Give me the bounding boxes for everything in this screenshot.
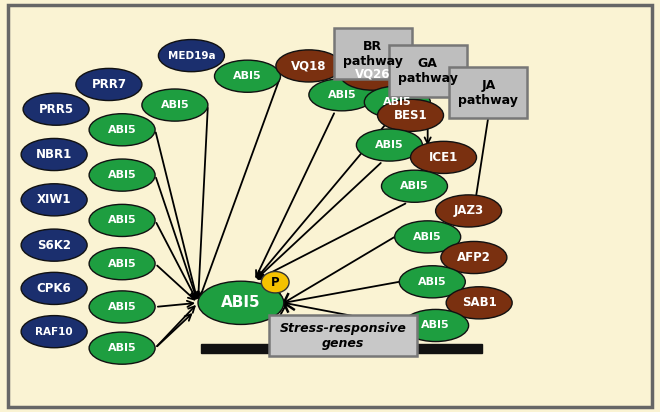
Ellipse shape — [198, 281, 284, 325]
Ellipse shape — [142, 89, 208, 121]
Text: ABI5: ABI5 — [108, 125, 137, 135]
Text: BR
pathway: BR pathway — [343, 40, 403, 68]
FancyBboxPatch shape — [334, 28, 412, 80]
Ellipse shape — [340, 58, 406, 90]
Text: ABI5: ABI5 — [413, 232, 442, 242]
Text: PRR5: PRR5 — [38, 103, 74, 116]
Ellipse shape — [21, 229, 87, 261]
Ellipse shape — [441, 241, 507, 274]
Text: ABI5: ABI5 — [418, 277, 447, 287]
Text: ABI5: ABI5 — [327, 90, 356, 100]
Ellipse shape — [403, 309, 469, 342]
Ellipse shape — [89, 114, 155, 146]
Text: RAF10: RAF10 — [35, 327, 73, 337]
Ellipse shape — [436, 195, 502, 227]
Text: VQ26: VQ26 — [355, 68, 391, 81]
Ellipse shape — [309, 79, 375, 111]
Ellipse shape — [395, 221, 461, 253]
Ellipse shape — [378, 99, 444, 131]
Ellipse shape — [89, 291, 155, 323]
Text: AFP2: AFP2 — [457, 251, 491, 264]
Text: Stress-responsive
genes: Stress-responsive genes — [280, 322, 407, 350]
Ellipse shape — [411, 141, 477, 173]
Text: S6K2: S6K2 — [37, 239, 71, 252]
Text: P: P — [271, 276, 280, 289]
Text: ABI5: ABI5 — [221, 295, 261, 310]
Text: MED19a: MED19a — [168, 51, 215, 61]
Ellipse shape — [261, 272, 289, 293]
Ellipse shape — [364, 86, 430, 118]
Text: JAZ3: JAZ3 — [453, 204, 484, 218]
Text: ABI5: ABI5 — [400, 181, 429, 191]
Ellipse shape — [356, 129, 422, 161]
FancyBboxPatch shape — [389, 45, 467, 97]
Text: VQ18: VQ18 — [291, 59, 327, 73]
Text: CPK6: CPK6 — [37, 282, 71, 295]
Ellipse shape — [276, 50, 342, 82]
Ellipse shape — [89, 204, 155, 236]
Ellipse shape — [89, 332, 155, 364]
FancyBboxPatch shape — [449, 67, 527, 119]
Ellipse shape — [89, 159, 155, 191]
Bar — [201, 344, 482, 353]
FancyBboxPatch shape — [269, 315, 418, 356]
Text: ABI5: ABI5 — [421, 321, 450, 330]
Ellipse shape — [76, 68, 142, 101]
Text: ICE1: ICE1 — [429, 151, 458, 164]
Ellipse shape — [399, 266, 465, 298]
Text: ABI5: ABI5 — [108, 170, 137, 180]
Ellipse shape — [158, 40, 224, 72]
Text: ABI5: ABI5 — [375, 140, 404, 150]
Text: ABI5: ABI5 — [383, 97, 412, 107]
Text: SAB1: SAB1 — [462, 296, 496, 309]
Text: XIW1: XIW1 — [37, 193, 71, 206]
Text: ABI5: ABI5 — [108, 259, 137, 269]
Ellipse shape — [21, 138, 87, 171]
Ellipse shape — [446, 287, 512, 319]
Text: BES1: BES1 — [394, 109, 427, 122]
Text: NBR1: NBR1 — [36, 148, 72, 161]
Text: ABI5: ABI5 — [108, 215, 137, 225]
Ellipse shape — [381, 170, 447, 202]
Ellipse shape — [21, 184, 87, 216]
Ellipse shape — [89, 248, 155, 280]
Ellipse shape — [214, 60, 280, 92]
Text: ABI5: ABI5 — [160, 100, 189, 110]
Text: ABI5: ABI5 — [108, 343, 137, 353]
Ellipse shape — [23, 93, 89, 125]
Text: ABI5: ABI5 — [108, 302, 137, 312]
Text: PRR7: PRR7 — [91, 78, 127, 91]
Text: JA
pathway: JA pathway — [459, 79, 518, 107]
Ellipse shape — [21, 316, 87, 348]
Ellipse shape — [21, 272, 87, 304]
Text: GA
pathway: GA pathway — [398, 57, 457, 85]
Text: ABI5: ABI5 — [233, 71, 262, 81]
